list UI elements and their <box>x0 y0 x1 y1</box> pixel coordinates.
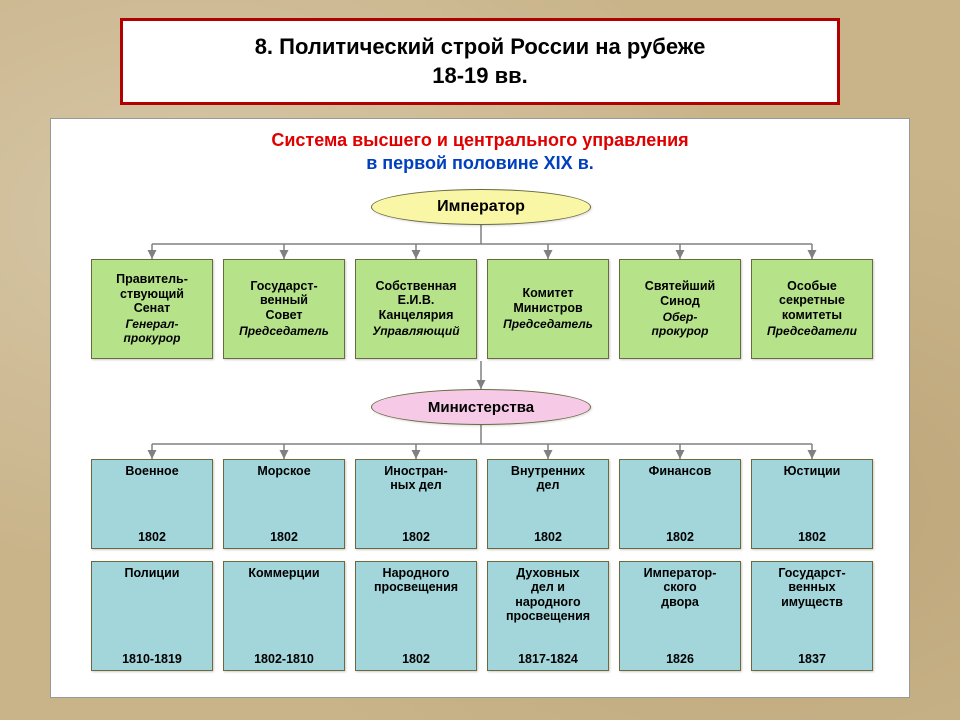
slide-title-box: 8. Политический строй России на рубеже 1… <box>120 18 840 105</box>
slide-title: 8. Политический строй России на рубеже 1… <box>143 33 817 90</box>
slide-title-line1: 8. Политический строй России на рубеже <box>255 34 706 59</box>
ministry-node: Духовныхдел инародногопросвещения1817-18… <box>487 561 609 671</box>
ministry-node: Юстиции1802 <box>751 459 873 549</box>
subtitle-line1: Система высшего и центрального управлени… <box>51 129 909 152</box>
ministries-node: Министерства <box>371 389 591 425</box>
council-node: СвятейшийСинодОбер-прокурор <box>619 259 741 359</box>
council-node: Государст-венныйСоветПредседатель <box>223 259 345 359</box>
diagram-panel: Система высшего и центрального управлени… <box>50 118 910 698</box>
council-node: КомитетМинистровПредседатель <box>487 259 609 359</box>
council-node: СобственнаяЕ.И.В.КанцелярияУправляющий <box>355 259 477 359</box>
ministry-node: Морское1802 <box>223 459 345 549</box>
ministry-node: Полиции1810-1819 <box>91 561 213 671</box>
ministry-node: Внутреннихдел1802 <box>487 459 609 549</box>
emperor-node: Император <box>371 189 591 225</box>
ministry-node: Народногопросвещения1802 <box>355 561 477 671</box>
council-node: ОсобыесекретныекомитетыПредседатели <box>751 259 873 359</box>
council-node: Правитель-ствующийСенатГенерал-прокурор <box>91 259 213 359</box>
ministry-node: Государст-венныхимуществ1837 <box>751 561 873 671</box>
ministry-node: Военное1802 <box>91 459 213 549</box>
slide-title-line2: 18-19 вв. <box>432 63 528 88</box>
ministry-node: Император-скогодвора1826 <box>619 561 741 671</box>
ministry-node: Финансов1802 <box>619 459 741 549</box>
diagram-subtitle: Система высшего и центрального управлени… <box>51 129 909 174</box>
ministry-node: Коммерции1802-1810 <box>223 561 345 671</box>
ministry-node: Иностран-ных дел1802 <box>355 459 477 549</box>
subtitle-line2: в первой половине XIX в. <box>51 152 909 175</box>
